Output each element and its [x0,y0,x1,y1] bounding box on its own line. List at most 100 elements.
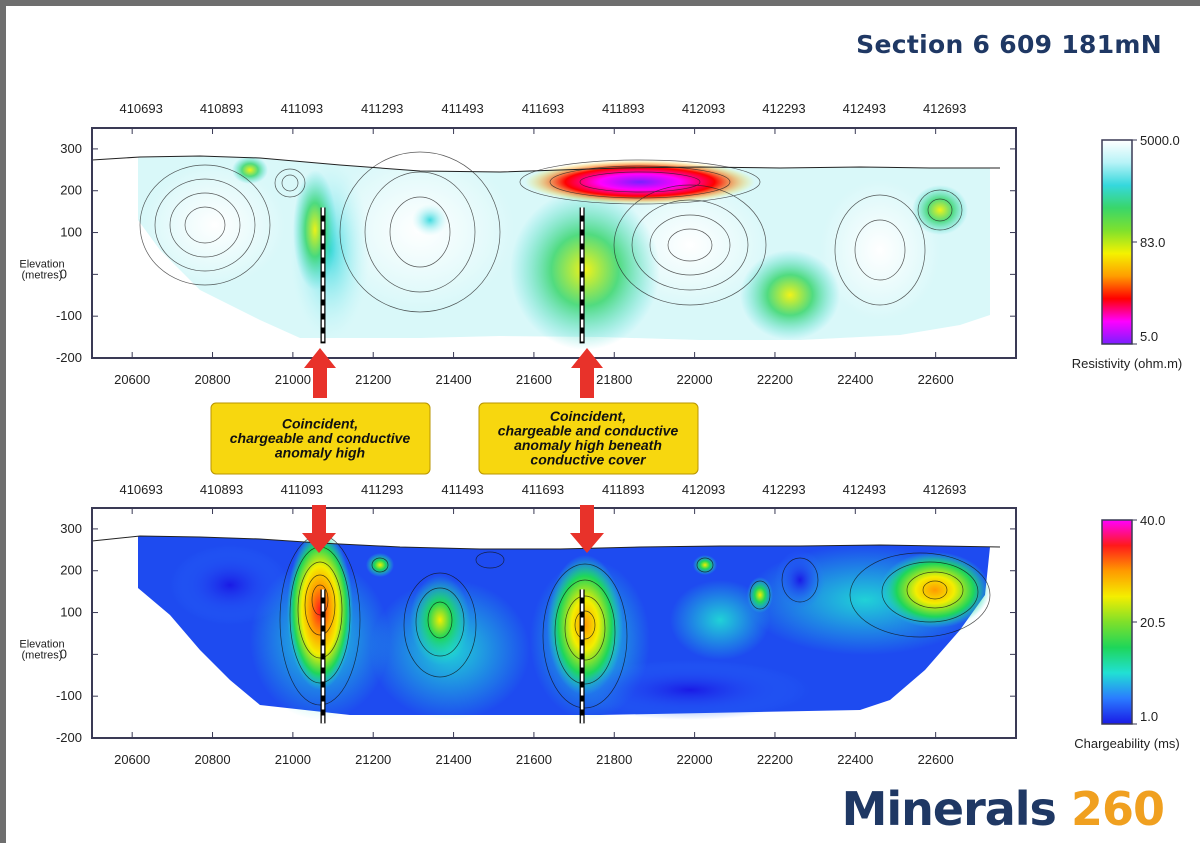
chg-bottom-tick-label: 20600 [114,752,150,767]
res-blob [293,170,337,290]
chg-y-tick-label: 300 [60,521,82,536]
callout-text-line: anomaly high [275,444,365,460]
res-blob [740,250,840,340]
res-top-tick-label: 412293 [762,101,805,116]
chg-top-tick-label: 411893 [602,482,644,497]
res-blob [232,156,268,184]
resistivity-topography [92,155,1000,173]
chg-blob [775,550,825,610]
chg-blob [170,545,290,625]
chargeability-plot-border [91,507,1017,739]
res-top-tick-label: 411693 [522,101,564,116]
res-y-tick-label: 200 [60,183,82,198]
res-colorbar-tick-label: 5000.0 [1140,133,1180,148]
chg-bottom-tick-label: 21200 [355,752,391,767]
res-bottom-tick-label: 21400 [435,372,471,387]
chg-top-tick-label: 411293 [361,482,403,497]
resistivity-plot-border [91,127,1017,359]
res-bottom-tick-label: 22200 [757,372,793,387]
res-blob [820,180,940,320]
res-bottom-tick-label: 20600 [114,372,150,387]
res-colorbar-tick-label: 5.0 [1140,329,1158,344]
chg-bottom-tick-label: 21600 [516,752,552,767]
chg-blob [570,660,810,720]
res-bottom-tick-label: 21800 [596,372,632,387]
callout-text-line: chargeable and conductive [498,423,679,439]
annotation-arrows [302,348,604,553]
res-top-tick-label: 412693 [923,101,966,116]
chargeability-panel: 20600 20800 21000 21200 21400 21600 21800 22000… [19,482,1017,767]
chg-top-tick-label: 412093 [682,482,725,497]
chg-top-tick-label: 411493 [441,482,483,497]
chg-colorbar-label: Chargeability (ms) [1074,736,1179,751]
resistivity-colorbar: 5000.0 83.0 5.0 Resistivity (ohm.m) [1072,133,1183,371]
chargeability-contours [279,534,991,709]
res-bottom-tick-label: 22000 [677,372,713,387]
resistivity-contours [139,151,963,313]
res-y-axis-label: (metres) [22,269,63,281]
chg-blob [747,577,773,613]
res-top-tick-label: 410693 [119,101,162,116]
res-top-tick-label: 410893 [200,101,243,116]
callout-text-line: Coincident, [550,408,626,424]
res-y-tick-label: -100 [56,308,82,323]
callout-box-left [210,402,431,475]
chg-y-tick-label: -100 [56,688,82,703]
chg-blob [366,553,394,577]
res-bottom-tick-label: 21600 [516,372,552,387]
res-bottom-tick-label: 20800 [194,372,230,387]
chargeability-field [92,530,1001,720]
chg-blob [880,552,990,628]
chg-y-axis-label: (metres) [22,649,63,661]
chg-bottom-tick-label: 22400 [837,752,873,767]
res-blob [145,165,285,285]
section-title: Section 6 609 181mN [856,30,1162,59]
chg-bottom-tick-label: 21800 [596,752,632,767]
res-bottom-tick-label: 21200 [355,372,391,387]
chg-y-tick-label: 200 [60,563,82,578]
chg-blob [410,575,470,665]
resistivity-field [92,150,1000,350]
chg-top-tick-label: 410693 [119,482,162,497]
chg-y-axis-label: Elevation [19,638,64,650]
chg-y-tick-label: 0 [60,646,67,661]
chg-bottom-tick-label: 22000 [677,752,713,767]
chg-blob [287,530,353,690]
callout-box-right [478,402,699,475]
chg-colorbar-tick-label: 20.5 [1140,615,1165,630]
up-arrow-right [571,348,603,398]
chg-colorbar-scale [1101,519,1133,725]
annotation-callouts: Coincident,chargeable and conductiveanom… [210,402,699,475]
res-blob [525,160,755,204]
chg-bottom-tick-label: 22600 [918,752,954,767]
chg-bottom-tick-label: 22200 [757,752,793,767]
res-y-tick-label: -200 [56,350,82,365]
res-bottom-tick-label: 22600 [918,372,954,387]
res-blob [912,185,968,235]
chg-top-tick-label: 412293 [762,482,805,497]
res-blob [412,204,448,236]
chg-bottom-tick-label: 21400 [435,752,471,767]
res-blob [510,190,660,350]
chg-top-tick-label: 411093 [281,482,323,497]
res-colorbar-scale [1101,139,1133,345]
res-bottom-tick-label: 21000 [275,372,311,387]
down-arrow-left [302,505,336,553]
res-top-tick-label: 412093 [682,101,725,116]
callout-text-line: anomaly high beneath [514,437,662,453]
chg-top-tick-label: 412693 [923,482,966,497]
chg-top-tick-label: 410893 [200,482,243,497]
res-y-tick-label: 0 [60,266,67,281]
chg-colorbar-tick-label: 1.0 [1140,709,1158,724]
company-logo: Minerals 260 [841,782,1165,836]
down-arrow-right [570,505,604,553]
chg-blob [547,555,623,695]
res-colorbar-tick-label: 83.0 [1140,235,1165,250]
res-y-tick-label: 100 [60,225,82,240]
res-top-tick-label: 411293 [361,101,403,116]
up-arrow-left [304,348,336,398]
chg-colorbar-tick-label: 40.0 [1140,513,1165,528]
res-bottom-tick-label: 22400 [837,372,873,387]
